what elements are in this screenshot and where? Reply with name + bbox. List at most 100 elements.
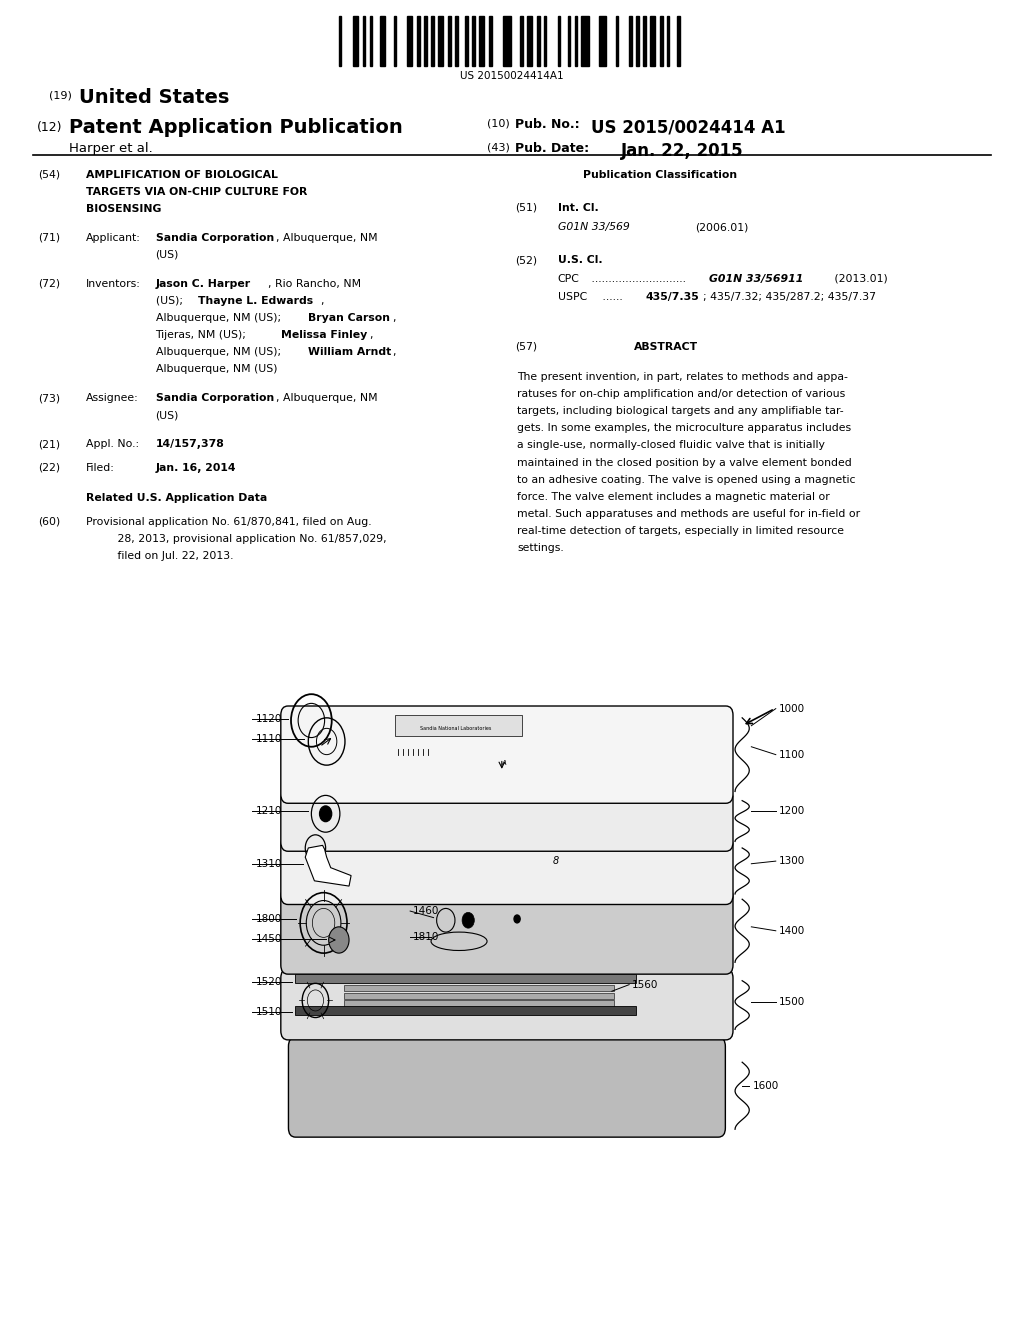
Text: ,: ,: [392, 347, 395, 358]
Bar: [660, 16, 663, 66]
Text: 1120: 1120: [255, 714, 282, 725]
Text: 1500: 1500: [779, 997, 805, 1007]
Text: Appl. No.:: Appl. No.:: [86, 440, 139, 449]
Bar: [344, 985, 613, 991]
Text: The present invention, in part, relates to methods and appa-: The present invention, in part, relates …: [517, 372, 848, 381]
Text: ......: ......: [599, 292, 623, 302]
Text: CPC: CPC: [558, 273, 580, 284]
Circle shape: [319, 807, 332, 821]
Text: Jan. 16, 2014: Jan. 16, 2014: [156, 463, 237, 473]
Text: ; 435/7.32; 435/287.2; 435/7.37: ; 435/7.32; 435/287.2; 435/7.37: [703, 292, 877, 302]
Text: a single-use, normally-closed fluidic valve that is initially: a single-use, normally-closed fluidic va…: [517, 441, 825, 450]
Text: (51): (51): [515, 202, 538, 213]
Text: Sandia National Laboratories: Sandia National Laboratories: [420, 726, 492, 731]
Bar: [344, 993, 613, 999]
Bar: [526, 16, 532, 66]
Text: (72): (72): [39, 279, 60, 289]
Bar: [431, 16, 434, 66]
Bar: [472, 16, 475, 66]
Text: 1810: 1810: [414, 932, 439, 942]
Text: Tijeras, NM (US);: Tijeras, NM (US);: [156, 330, 250, 341]
Text: US 2015/0024414 A1: US 2015/0024414 A1: [592, 119, 786, 136]
Text: (54): (54): [39, 170, 60, 180]
Text: (57): (57): [515, 342, 538, 352]
Text: 1100: 1100: [779, 750, 805, 759]
Bar: [567, 16, 570, 66]
Circle shape: [329, 927, 349, 953]
Text: Filed:: Filed:: [86, 463, 115, 473]
Text: (12): (12): [37, 121, 61, 135]
Text: ratuses for on-chip amplification and/or detection of various: ratuses for on-chip amplification and/or…: [517, 389, 846, 399]
Text: Bryan Carson: Bryan Carson: [308, 313, 390, 323]
Bar: [544, 16, 547, 66]
Text: 1200: 1200: [779, 807, 805, 816]
Polygon shape: [305, 845, 351, 886]
Text: A: A: [502, 760, 507, 766]
Bar: [599, 16, 606, 66]
Text: 1510: 1510: [255, 1007, 282, 1018]
Text: Publication Classification: Publication Classification: [584, 170, 737, 180]
Text: targets, including biological targets and any amplifiable tar-: targets, including biological targets an…: [517, 407, 844, 416]
Text: 1400: 1400: [779, 925, 805, 936]
Text: Jason C. Harper: Jason C. Harper: [156, 279, 251, 289]
Bar: [520, 16, 522, 66]
Text: (21): (21): [39, 440, 60, 449]
Text: 1520: 1520: [255, 977, 282, 987]
Bar: [650, 16, 655, 66]
Text: G01N 33/56911: G01N 33/56911: [709, 273, 803, 284]
Text: settings.: settings.: [517, 543, 564, 553]
Text: (US): (US): [156, 411, 179, 420]
Text: G01N 33/569: G01N 33/569: [558, 222, 630, 232]
Bar: [643, 16, 645, 66]
Bar: [339, 16, 341, 66]
Text: Albuquerque, NM (US);: Albuquerque, NM (US);: [156, 313, 285, 323]
Bar: [667, 16, 670, 66]
Bar: [630, 16, 632, 66]
Text: Related U.S. Application Data: Related U.S. Application Data: [86, 494, 267, 503]
Text: Int. Cl.: Int. Cl.: [558, 202, 599, 213]
Bar: [424, 16, 427, 66]
FancyBboxPatch shape: [281, 887, 733, 974]
Bar: [295, 974, 636, 983]
Bar: [393, 16, 396, 66]
Text: ,: ,: [392, 313, 395, 323]
Bar: [537, 16, 540, 66]
Text: Sandia Corporation: Sandia Corporation: [156, 232, 273, 243]
Circle shape: [514, 915, 520, 923]
Text: 14/157,378: 14/157,378: [156, 440, 224, 449]
Text: , Rio Rancho, NM: , Rio Rancho, NM: [267, 279, 360, 289]
Text: maintained in the closed position by a valve element bonded: maintained in the closed position by a v…: [517, 458, 852, 467]
Text: (2013.01): (2013.01): [830, 273, 888, 284]
Bar: [636, 16, 639, 66]
Text: TARGETS VIA ON-CHIP CULTURE FOR: TARGETS VIA ON-CHIP CULTURE FOR: [86, 187, 307, 197]
Text: filed on Jul. 22, 2013.: filed on Jul. 22, 2013.: [86, 550, 233, 561]
Text: (19): (19): [48, 91, 72, 100]
FancyBboxPatch shape: [281, 789, 733, 851]
Text: Melissa Finley: Melissa Finley: [281, 330, 367, 341]
Text: U.S. Cl.: U.S. Cl.: [558, 255, 602, 265]
Text: 1450: 1450: [255, 933, 282, 944]
Bar: [615, 16, 618, 66]
Text: (10): (10): [486, 119, 509, 128]
Bar: [574, 16, 578, 66]
Bar: [582, 16, 590, 66]
Bar: [370, 16, 373, 66]
Text: Jan. 22, 2015: Jan. 22, 2015: [621, 143, 743, 160]
FancyBboxPatch shape: [281, 969, 733, 1040]
Circle shape: [462, 912, 474, 928]
Text: Patent Application Publication: Patent Application Publication: [69, 119, 402, 137]
Text: Sandia Corporation: Sandia Corporation: [156, 393, 273, 403]
Text: Pub. No.:: Pub. No.:: [515, 119, 580, 132]
Bar: [503, 16, 511, 66]
Bar: [489, 16, 492, 66]
Text: , Albuquerque, NM: , Albuquerque, NM: [275, 393, 378, 403]
Text: 1310: 1310: [255, 859, 282, 869]
Text: 1300: 1300: [779, 857, 805, 866]
Text: gets. In some examples, the microculture apparatus includes: gets. In some examples, the microculture…: [517, 424, 851, 433]
Text: ,: ,: [321, 296, 324, 306]
Bar: [455, 16, 458, 66]
Text: (43): (43): [486, 143, 509, 152]
FancyBboxPatch shape: [281, 706, 733, 804]
Bar: [449, 16, 451, 66]
Text: (52): (52): [515, 255, 538, 265]
